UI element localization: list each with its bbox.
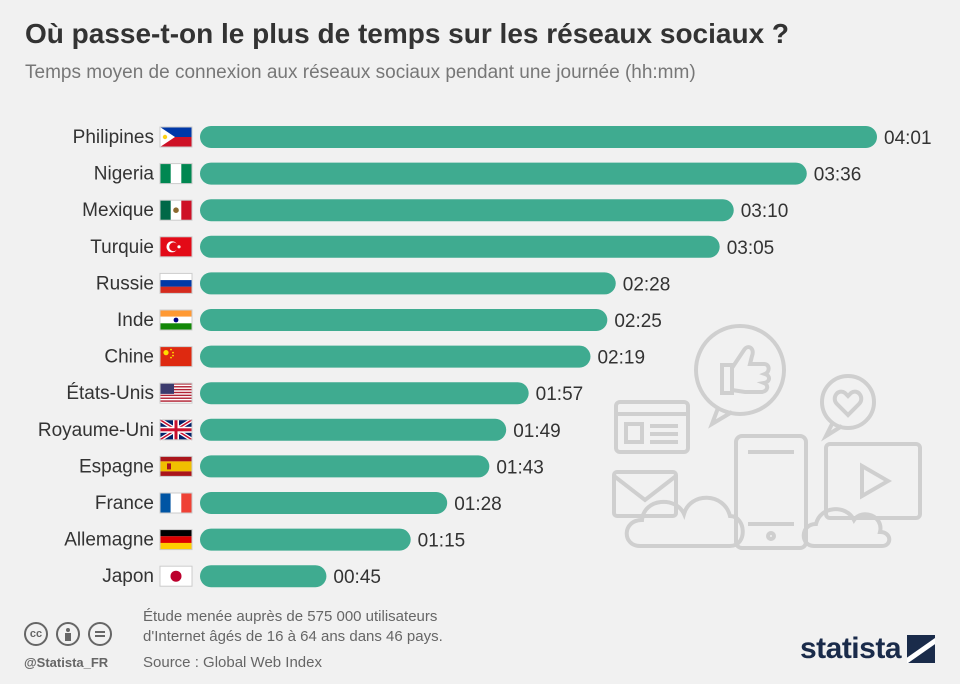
germany-flag-icon xyxy=(159,529,193,551)
data-label: 01:28 xyxy=(454,494,502,515)
category-label: Chine xyxy=(104,347,154,368)
data-label: 00:45 xyxy=(333,567,381,588)
category-label: Royaume-Uni xyxy=(38,420,154,441)
twitter-handle[interactable]: @Statista_FR xyxy=(24,655,109,670)
bar[interactable] xyxy=(200,309,608,331)
turkey-flag-icon xyxy=(159,236,193,258)
category-label: Philipines xyxy=(73,127,154,148)
category-label: Espagne xyxy=(79,456,154,477)
chart-title: Où passe-t-on le plus de temps sur les r… xyxy=(25,18,790,49)
bar-chart: Philipines 04:01 Nigeria 03:36 Mexique 03:10 T… xyxy=(38,126,932,588)
footer-note: Étude menée auprès de 575 000 utilisateu… xyxy=(143,607,443,673)
china-flag-icon xyxy=(159,346,193,368)
bar[interactable] xyxy=(200,162,807,185)
usa-flag-icon xyxy=(159,382,193,404)
mexico-flag-icon xyxy=(159,199,193,221)
category-label: Japon xyxy=(102,566,154,587)
heart-bubble-icon xyxy=(820,374,876,442)
bar[interactable] xyxy=(200,455,490,478)
data-label: 03:10 xyxy=(741,201,789,222)
bar[interactable] xyxy=(200,382,529,405)
bar[interactable] xyxy=(200,528,411,551)
category-label: Inde xyxy=(117,310,154,331)
statista-logo[interactable]: statista xyxy=(800,632,935,666)
video-player-icon xyxy=(824,442,922,520)
no-derivatives-icon[interactable] xyxy=(88,622,112,646)
nigeria-flag-icon xyxy=(159,163,193,185)
bar[interactable] xyxy=(200,418,507,441)
philippines-flag-icon xyxy=(159,126,193,148)
note-line-1: Étude menée auprès de 575 000 utilisateu… xyxy=(143,608,438,625)
social-media-illustration xyxy=(612,324,922,550)
data-label: 01:57 xyxy=(536,384,584,405)
category-label: Russie xyxy=(96,273,154,294)
category-label: Allemagne xyxy=(64,530,154,551)
brand-name: statista xyxy=(799,632,902,665)
statista-logo-mark-icon xyxy=(907,635,935,663)
data-label: 02:28 xyxy=(623,274,671,295)
category-label: Nigeria xyxy=(94,164,155,185)
data-label: 01:15 xyxy=(418,531,466,552)
data-label: 01:43 xyxy=(496,457,544,478)
data-label: 01:49 xyxy=(513,421,561,442)
bar[interactable] xyxy=(200,565,327,588)
creative-commons-icon[interactable]: cc xyxy=(24,622,48,646)
japan-flag-icon xyxy=(159,565,193,587)
uk-flag-icon xyxy=(158,418,194,442)
note-line-2: d'Internet âgés de 16 à 64 ans dans 46 p… xyxy=(143,628,443,645)
bar[interactable] xyxy=(200,235,720,258)
thumbs-up-bubble-icon xyxy=(694,324,786,429)
envelope-icon xyxy=(612,470,678,518)
data-label: 02:25 xyxy=(614,311,662,332)
tablet-icon xyxy=(734,434,808,550)
data-label: 02:19 xyxy=(597,348,645,369)
category-label: Mexique xyxy=(82,200,154,221)
license-icons: cc xyxy=(24,622,112,646)
category-label: France xyxy=(95,493,154,514)
russia-flag-icon xyxy=(159,272,193,294)
data-label: 04:01 xyxy=(884,128,932,149)
bar[interactable] xyxy=(200,272,616,295)
bar[interactable] xyxy=(200,199,734,222)
attribution-icon[interactable] xyxy=(56,622,80,646)
cloud-icon xyxy=(624,495,892,548)
category-label: Turquie xyxy=(90,237,154,258)
india-flag-icon xyxy=(159,309,193,331)
bar[interactable] xyxy=(200,126,877,148)
spain-flag-icon xyxy=(159,455,193,477)
source-label: Source : Global Web Index xyxy=(143,654,322,671)
france-flag-icon xyxy=(159,492,193,514)
browser-window-icon xyxy=(614,400,690,454)
bar[interactable] xyxy=(200,492,448,514)
chart-subtitle: Temps moyen de connexion aux réseaux soc… xyxy=(25,62,696,83)
data-label: 03:05 xyxy=(727,238,775,259)
category-label: États-Unis xyxy=(66,383,154,404)
data-label: 03:36 xyxy=(814,165,862,186)
bar[interactable] xyxy=(200,345,591,368)
